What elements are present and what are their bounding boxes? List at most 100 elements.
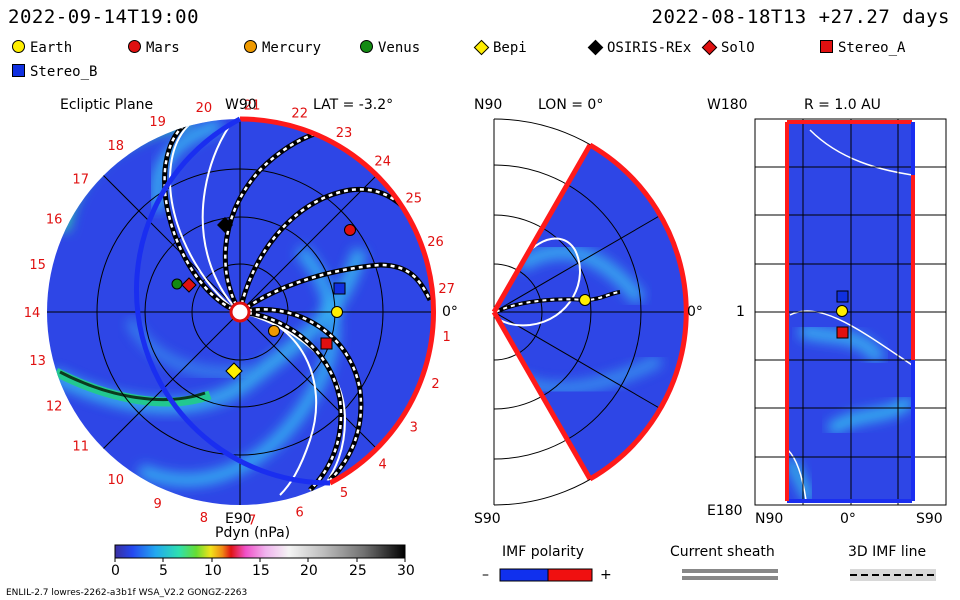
circle-marker-icon — [12, 40, 25, 53]
legend-label: Mars — [146, 40, 180, 56]
colorbar-tick: 30 — [397, 563, 415, 579]
legend-item-earth: Earth — [12, 40, 72, 56]
legend-item-mercury: Mercury — [244, 40, 321, 56]
lon-label: LON = 0° — [538, 97, 604, 113]
day-label: 11 — [72, 440, 89, 455]
legend-label: OSIRIS-REx — [607, 40, 692, 56]
osiris-rex-marker — [217, 217, 233, 233]
w90-label: W90 — [225, 97, 257, 113]
day-label: 20 — [196, 101, 213, 116]
n90-label: N90 — [474, 97, 503, 113]
day-label: 12 — [46, 399, 63, 414]
legend-item-stereo-a: Stereo_A — [820, 40, 905, 56]
day-label: 13 — [29, 354, 46, 369]
right-timestamp: 2022-08-18T13 +27.27 days — [651, 6, 950, 28]
imf-line — [163, 119, 241, 314]
square-marker-icon — [820, 40, 833, 53]
ecliptic-title: Ecliptic Plane — [60, 97, 154, 113]
day-label: 27 — [438, 282, 455, 297]
legend-label: Mercury — [262, 40, 322, 56]
legend-label: Venus — [378, 40, 421, 56]
colorbar-tick: 10 — [204, 563, 222, 579]
imf-line — [239, 308, 363, 481]
mars-marker — [344, 224, 356, 236]
legend-item-bepi: Bepi — [473, 39, 527, 56]
day-label: 25 — [406, 192, 423, 207]
legend-label: SolO — [721, 40, 755, 56]
radial-panel — [754, 118, 947, 506]
legend-label: Earth — [30, 40, 73, 56]
x-tick-n90: N90 — [755, 511, 784, 527]
current-sheath-title: Current sheath — [670, 544, 775, 560]
zero-label-1: 0° — [442, 304, 458, 320]
day-label: 10 — [108, 473, 125, 488]
colorbar-tick: 25 — [349, 563, 367, 579]
bepi-marker — [225, 362, 243, 380]
stereo-b-marker — [333, 282, 346, 295]
e90-label: E90 — [225, 511, 252, 527]
circle-marker-icon — [244, 40, 257, 53]
x-tick-zero: 0° — [840, 511, 856, 527]
legend-item-stereo-b: Stereo_B — [12, 64, 97, 80]
meridional-panel — [491, 118, 689, 506]
imf-plus: + — [600, 567, 612, 583]
imf-line-title: 3D IMF line — [848, 544, 927, 560]
imf-line — [224, 126, 361, 313]
day-labels: 20 21222324252627123456789101112131415161… — [24, 98, 455, 528]
circle-marker-icon — [360, 40, 373, 53]
day-label: 22 — [291, 107, 308, 122]
earth-marker — [331, 306, 343, 318]
lat-label: LAT = -3.2° — [313, 97, 394, 113]
day-label: 18 — [108, 139, 125, 154]
imf-negative-swatch — [499, 568, 549, 582]
legend-item-osiris-rex: OSIRIS-REx — [587, 39, 692, 56]
imf-minus: – — [482, 567, 489, 583]
colorbar-title: Pdyn (nPa) — [215, 525, 291, 541]
colorbar-tick: 15 — [252, 563, 270, 579]
solo-marker — [181, 277, 197, 293]
e180-label: E180 — [707, 503, 743, 519]
day-label: 8 — [200, 511, 208, 526]
mercury-marker — [268, 325, 280, 337]
legend-item-solo: SolO — [701, 39, 755, 56]
square-marker-icon — [12, 64, 25, 77]
day-label: 14 — [24, 306, 41, 321]
legend-label: Bepi — [493, 40, 527, 56]
day-label: 26 — [427, 235, 444, 250]
colorbar-tick: 5 — [159, 563, 168, 579]
ecliptic-panel: 20 21222324252627123456789101112131415161… — [24, 98, 455, 528]
day-label: 17 — [72, 172, 89, 187]
left-timestamp: 2022-09-14T19:00 — [8, 6, 200, 28]
colorbar-tick: 20 — [300, 563, 318, 579]
day-label: 21 — [244, 98, 261, 113]
day-label: 6 — [296, 505, 304, 520]
legend-item-venus: Venus — [360, 40, 420, 56]
day-label: 19 — [149, 115, 166, 130]
day-label: 24 — [374, 155, 391, 170]
colorbar-tick: 0 — [111, 563, 120, 579]
day-label: 16 — [46, 213, 63, 228]
mid-one-label: 1 — [736, 304, 745, 320]
venus-marker — [171, 278, 183, 290]
legend-item-mars: Mars — [128, 40, 180, 56]
imf-positive-swatch — [547, 568, 593, 582]
circle-marker-icon — [128, 40, 141, 53]
s90-label: S90 — [474, 511, 501, 527]
day-label: 5 — [340, 486, 348, 501]
stereo-a-marker — [320, 337, 333, 350]
day-label: 15 — [29, 258, 46, 273]
legend-label: Stereo_B — [30, 64, 98, 80]
day-label: 7 — [248, 514, 256, 529]
w180-label: W180 — [707, 97, 748, 113]
model-footer: ENLIL-2.7 lowres-2262-a3b1f WSA_V2.2 GON… — [6, 588, 248, 598]
day-label: 4 — [379, 457, 387, 472]
colorbar — [114, 544, 406, 559]
day-label: 9 — [153, 497, 161, 512]
day-label: 1 — [442, 330, 450, 345]
legend-label: Stereo_A — [838, 40, 906, 56]
x-tick-s90: S90 — [916, 511, 943, 527]
r-label: R = 1.0 AU — [804, 97, 881, 113]
imf-line — [239, 310, 343, 491]
day-label: 2 — [431, 377, 439, 392]
day-label: 23 — [336, 126, 353, 141]
